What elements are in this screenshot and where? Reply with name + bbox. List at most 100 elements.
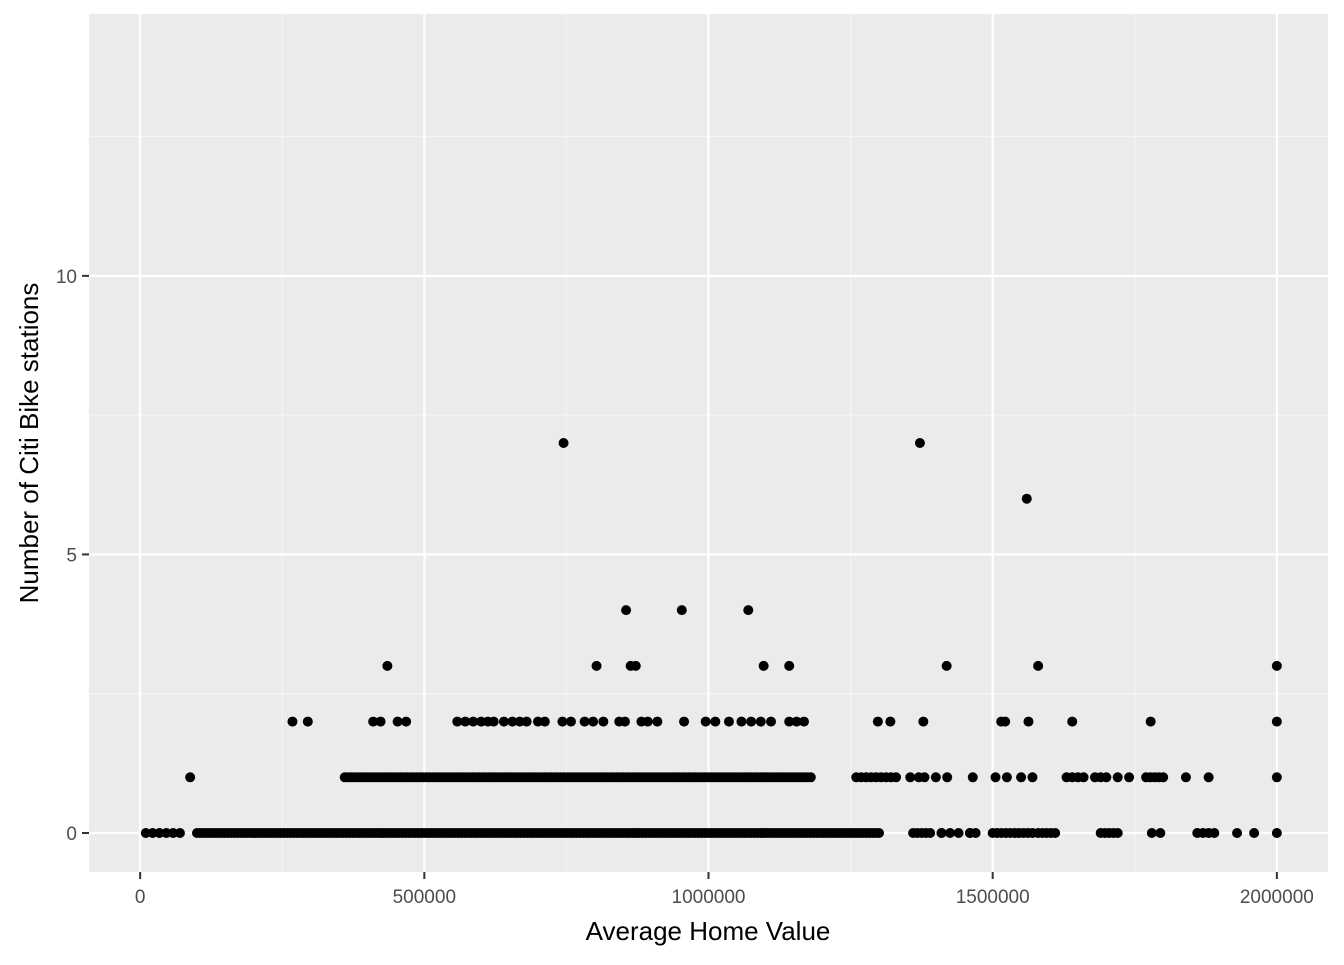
data-point	[905, 772, 916, 783]
data-point	[488, 716, 499, 727]
data-point	[452, 716, 463, 727]
data-point	[174, 828, 185, 838]
data-point	[736, 716, 747, 727]
data-point	[1145, 716, 1156, 727]
data-point	[1112, 828, 1123, 838]
data-point	[990, 772, 1001, 783]
x-axis: 0 500000 1000000 1500000 2000000	[135, 872, 1314, 908]
data-point	[1180, 772, 1191, 783]
data-point	[507, 716, 518, 727]
data-point	[872, 716, 883, 727]
data-point	[1271, 828, 1282, 838]
data-point	[1158, 772, 1169, 783]
data-point	[558, 438, 569, 448]
data-point	[710, 716, 721, 727]
data-point	[874, 828, 885, 838]
data-point	[468, 716, 479, 727]
x-axis-title: Average Home Value	[586, 916, 831, 946]
data-point	[967, 772, 978, 783]
data-point	[919, 772, 930, 783]
data-point	[805, 772, 816, 783]
data-point	[557, 716, 568, 727]
data-point	[401, 716, 412, 727]
data-point	[798, 716, 809, 727]
data-point	[918, 716, 929, 727]
data-point	[914, 438, 925, 448]
data-points	[140, 438, 1282, 838]
x-tick-label: 1000000	[672, 887, 746, 908]
data-point	[460, 716, 471, 727]
data-point	[942, 772, 953, 783]
data-point	[652, 716, 663, 727]
data-point	[630, 660, 641, 671]
data-point	[1016, 772, 1027, 783]
data-point	[784, 716, 795, 727]
data-point	[1112, 772, 1123, 783]
x-tick-label: 0	[135, 887, 146, 908]
data-point	[1001, 772, 1012, 783]
data-point	[642, 716, 653, 727]
data-point	[945, 828, 956, 838]
data-point	[746, 716, 757, 727]
data-point	[743, 605, 754, 616]
data-point	[392, 716, 403, 727]
data-point	[619, 716, 630, 727]
data-point	[382, 660, 393, 671]
data-point	[1023, 716, 1034, 727]
data-point	[1271, 772, 1282, 783]
data-point	[302, 716, 313, 727]
data-point	[185, 772, 196, 783]
data-point	[1050, 828, 1061, 838]
data-point	[1078, 772, 1089, 783]
y-axis-title: Number of Citi Bike stations	[14, 283, 44, 604]
data-point	[1146, 828, 1157, 838]
data-point	[1021, 493, 1032, 504]
data-point	[891, 772, 902, 783]
data-point	[1061, 772, 1072, 783]
data-point	[565, 716, 576, 727]
data-point	[498, 716, 509, 727]
data-point	[588, 716, 599, 727]
x-tick-label: 2000000	[1240, 887, 1314, 908]
data-point	[676, 605, 687, 616]
data-point	[1232, 828, 1243, 838]
data-point	[375, 716, 386, 727]
data-point	[368, 716, 379, 727]
data-point	[679, 716, 690, 727]
data-point	[885, 716, 896, 727]
data-point	[936, 828, 947, 838]
data-point	[1249, 828, 1260, 838]
data-point	[700, 716, 711, 727]
data-point	[925, 828, 936, 838]
data-point	[1067, 716, 1078, 727]
data-point	[1271, 660, 1282, 671]
data-point	[723, 716, 734, 727]
y-tick-label: 10	[56, 267, 77, 288]
y-axis: 0 5 10	[56, 267, 89, 845]
data-point	[941, 660, 952, 671]
data-point	[1271, 716, 1282, 727]
data-point	[766, 716, 777, 727]
data-point	[1027, 772, 1038, 783]
data-point	[1203, 772, 1214, 783]
data-point	[1209, 828, 1220, 838]
y-tick-label: 0	[66, 824, 77, 845]
data-point	[1124, 772, 1135, 783]
data-point	[930, 772, 941, 783]
data-point	[521, 716, 532, 727]
data-point	[621, 605, 632, 616]
y-tick-label: 5	[66, 545, 77, 566]
major-grid	[89, 14, 1328, 872]
data-point	[953, 828, 964, 838]
data-point	[791, 716, 802, 727]
data-point	[1155, 828, 1166, 838]
data-point	[591, 660, 602, 671]
x-tick-label: 500000	[393, 887, 456, 908]
data-point	[1101, 772, 1112, 783]
data-point	[1033, 660, 1044, 671]
data-point	[755, 716, 766, 727]
data-point	[1000, 716, 1011, 727]
x-tick-label: 1500000	[956, 887, 1030, 908]
